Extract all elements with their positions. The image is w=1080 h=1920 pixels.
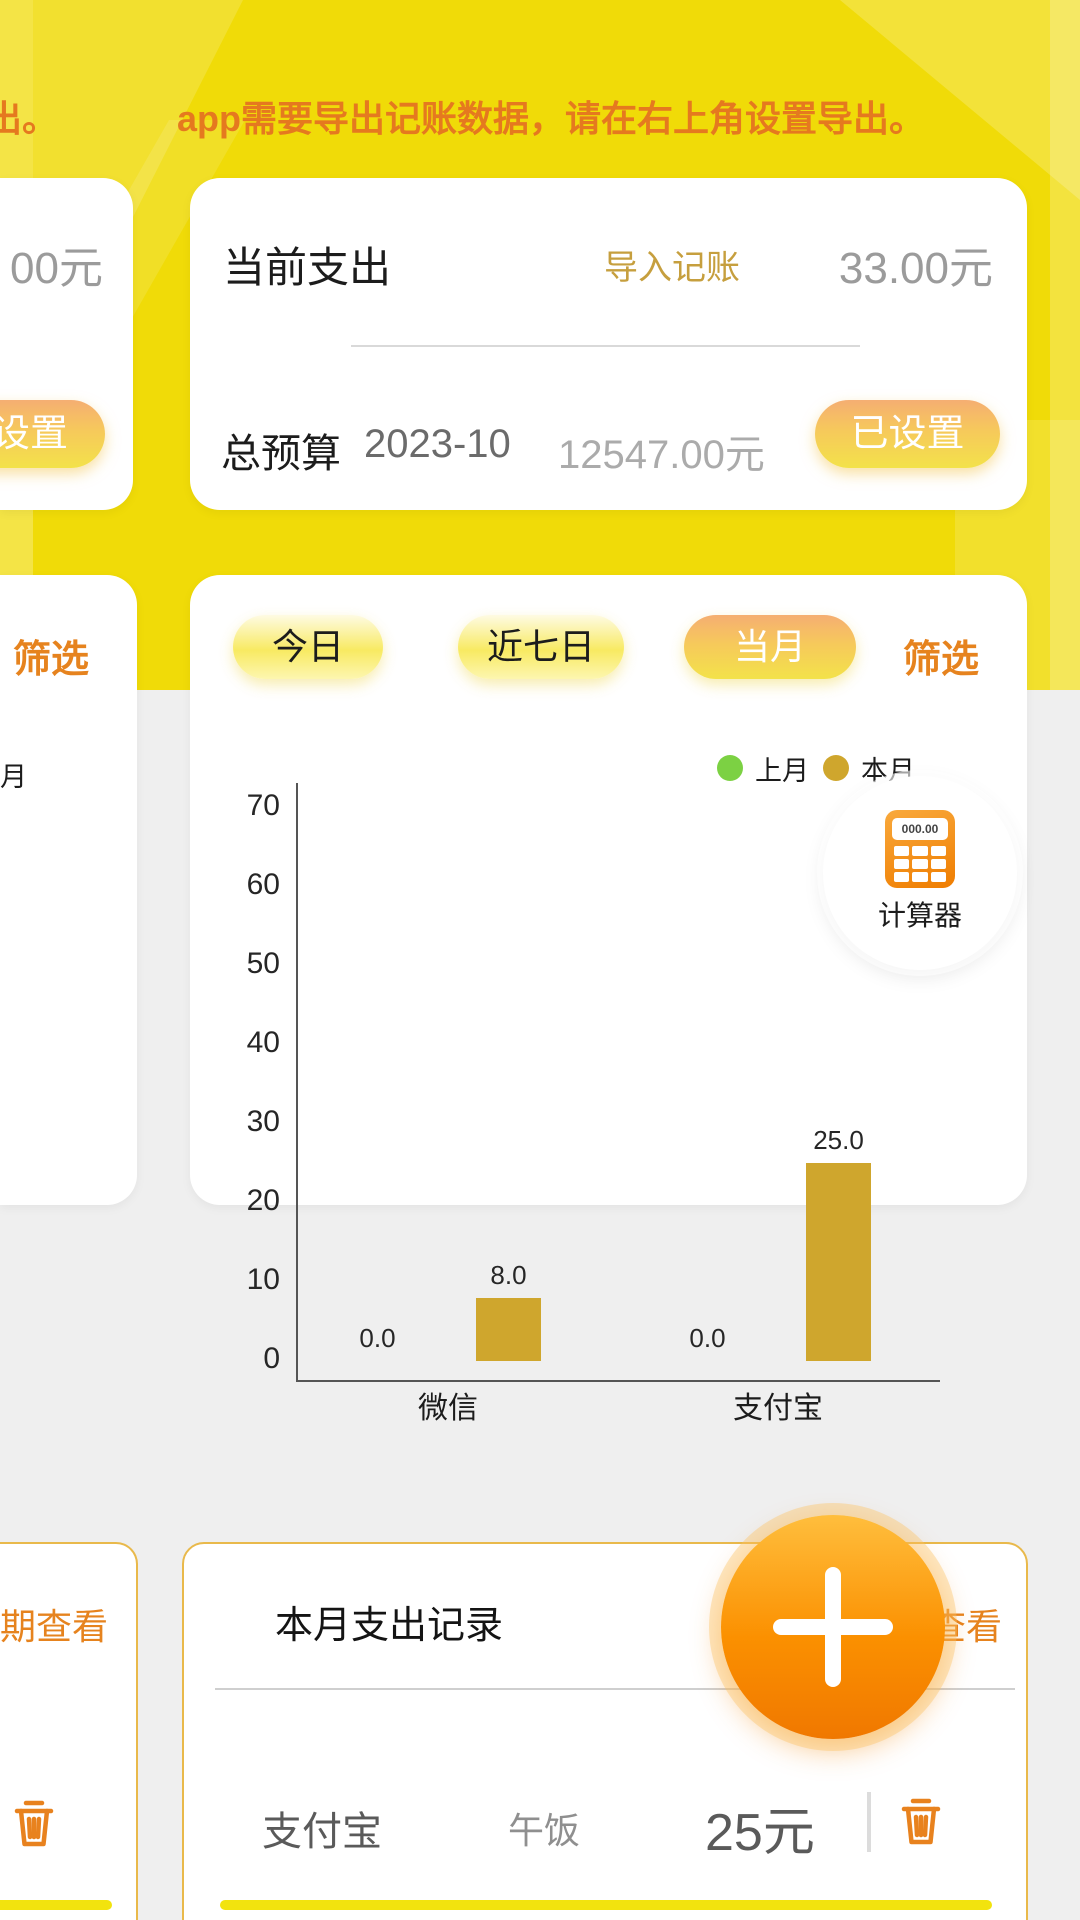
calculator-button[interactable]: 000.00 计算器 [823,776,1017,970]
y-axis-tick-label: 40 [246,1026,280,1059]
legend-item: 上月 [717,749,809,788]
view-by-date-link-fragment[interactable]: 期查看 [0,1606,109,1647]
y-axis-line [296,783,298,1380]
budget-amount: 12547.00元 [558,433,765,477]
legend-label: 上月 [755,755,809,786]
budget-status-button[interactable]: 已设置 [815,400,1000,468]
legend-dot-icon [823,755,849,781]
budget-label: 总预算 [221,432,341,476]
notice-marquee: 出。 app需要导出记账数据，请在右上角设置导出。 [0,96,1080,142]
x-axis-line [296,1380,940,1382]
current-expense-amount: 33.00元 [838,244,993,293]
deco-stripe [1050,0,1080,690]
summary-card: 当前支出 导入记账 33.00元 总预算 2023-10 12547.00元 已… [190,178,1027,510]
legend-fragment: 月 [0,762,27,792]
chart-card-previous-partial[interactable]: 筛选 月 [0,575,137,1205]
notice-text-fragment: 出。 [0,98,59,139]
notice-text: app需要导出记账数据，请在右上角设置导出。 [177,98,926,139]
records-title: 本月支出记录 [275,1605,504,1647]
record-channel: 支付宝 [262,1810,382,1854]
summary-card-previous-partial[interactable]: 00元 设置 [0,178,133,510]
filter-link-fragment[interactable]: 筛选 [13,639,90,681]
import-records-link[interactable]: 导入记账 [604,249,740,287]
amount-fragment: 00元 [10,244,103,293]
tab-today[interactable]: 今日 [233,615,383,679]
bar-value-label: 0.0 [689,1323,726,1353]
trash-icon[interactable] [10,1795,58,1851]
chart-card: 今日 近七日 当月 筛选 上月 本月 0 10 20 30 40 50 60 70 微信 0.0 8.… [190,575,1027,1425]
bar-支付宝-本月 [806,1163,871,1361]
y-axis-tick-label: 60 [246,868,280,901]
bar-value-label: 0.0 [359,1323,396,1353]
y-axis-tick-label: 50 [246,947,280,980]
calculator-icon-keys [894,846,946,882]
filter-link[interactable]: 筛选 [903,639,980,681]
yellow-accent-bar [220,1900,992,1910]
bar-value-label: 8.0 [490,1260,527,1290]
yellow-accent-bar [0,1900,112,1910]
y-axis-tick-label: 70 [246,789,280,822]
chart-legend: 上月 本月 [717,753,915,786]
add-record-button[interactable] [721,1515,945,1739]
calculator-icon: 000.00 [885,810,955,888]
calculator-icon-display: 000.00 [892,818,948,840]
budget-month: 2023-10 [364,422,511,466]
summary-title: 当前支出 [223,244,392,291]
bar-微信-本月 [476,1298,541,1361]
y-axis-tick-label: 10 [246,1263,280,1296]
divider [351,345,860,347]
divider [867,1792,871,1852]
tab-current-month[interactable]: 当月 [684,615,856,679]
calculator-label: 计算器 [877,900,962,931]
x-axis-category-label: 支付宝 [733,1392,823,1425]
y-axis-tick-label: 0 [263,1342,280,1375]
budget-set-button-fragment[interactable]: 设置 [0,400,105,468]
delete-record-button[interactable] [897,1793,945,1849]
records-card-previous-partial[interactable]: 期查看 [0,1542,138,1920]
plus-icon [825,1567,841,1687]
bar-value-label: 25.0 [813,1125,864,1155]
legend-dot-icon [717,755,743,781]
y-axis-tick-label: 30 [246,1105,280,1138]
divider [215,1688,1015,1690]
tab-last-seven-days[interactable]: 近七日 [458,615,624,679]
x-axis-category-label: 微信 [418,1392,478,1425]
record-amount: 25元 [705,1804,815,1862]
record-note: 午饭 [508,1810,581,1851]
y-axis-tick-label: 20 [246,1184,280,1217]
